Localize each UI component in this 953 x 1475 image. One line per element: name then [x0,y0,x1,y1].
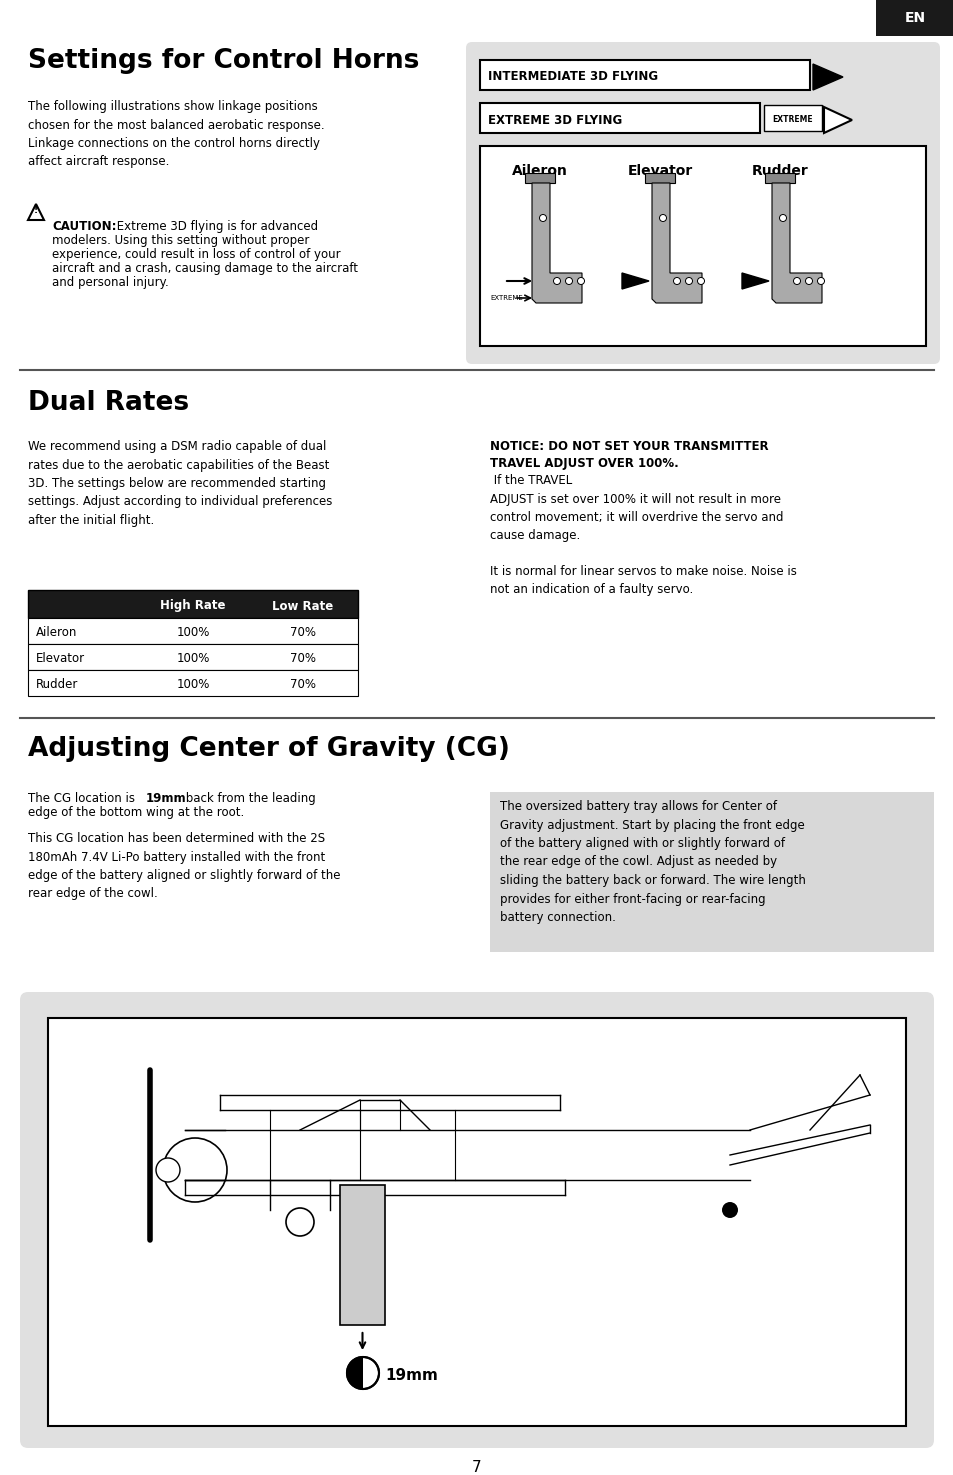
Text: Elevator: Elevator [36,652,85,665]
Text: and personal injury.: and personal injury. [52,276,169,289]
Text: 100%: 100% [176,652,210,665]
Bar [490,792,933,951]
Text: edge of the bottom wing at the root.: edge of the bottom wing at the root. [28,805,244,819]
Circle shape [697,277,703,285]
Polygon shape [771,183,821,302]
Polygon shape [741,273,768,289]
Circle shape [804,277,812,285]
Text: back from the leading: back from the leading [182,792,315,805]
Polygon shape [532,183,581,302]
Text: aircraft and a crash, causing damage to the aircraft: aircraft and a crash, causing damage to … [52,263,357,274]
Circle shape [685,277,692,285]
Text: Elevator: Elevator [627,164,692,178]
Text: INTERMEDIATE 3D FLYING: INTERMEDIATE 3D FLYING [488,71,658,84]
Text: EXTREME 3D FLYING: EXTREME 3D FLYING [488,114,621,127]
Text: This CG location has been determined with the 2S
180mAh 7.4V Li-Po battery insta: This CG location has been determined wit… [28,832,340,901]
FancyBboxPatch shape [20,993,933,1448]
Text: modelers. Using this setting without proper: modelers. Using this setting without pro… [52,235,309,246]
Circle shape [721,1202,738,1218]
Circle shape [577,277,584,285]
Text: EXTREME: EXTREME [490,295,522,301]
Text: 70%: 70% [290,625,315,639]
Text: 7: 7 [472,1460,481,1475]
Text: We recommend using a DSM radio capable of dual
rates due to the aerobatic capabi: We recommend using a DSM radio capable o… [28,440,332,527]
Circle shape [817,277,823,285]
Text: Rudder: Rudder [36,677,78,690]
Bar [524,173,555,183]
Bar [48,1018,905,1426]
Text: 70%: 70% [290,652,315,665]
Text: !: ! [34,207,38,215]
Circle shape [779,214,785,221]
Text: 100%: 100% [176,677,210,690]
Text: Dual Rates: Dual Rates [28,389,189,416]
Circle shape [673,277,679,285]
Circle shape [565,277,572,285]
Text: CAUTION:: CAUTION: [52,220,116,233]
Text: 70%: 70% [290,677,315,690]
Text: 19mm: 19mm [385,1367,437,1382]
Bar [339,1184,385,1325]
FancyBboxPatch shape [465,41,939,364]
Circle shape [347,1357,378,1389]
Bar [479,103,760,133]
Text: The CG location is: The CG location is [28,792,138,805]
Text: The following illustrations show linkage positions
chosen for the most balanced : The following illustrations show linkage… [28,100,324,168]
Text: The oversized battery tray allows for Center of
Gravity adjustment. Start by pla: The oversized battery tray allows for Ce… [499,799,805,923]
Bar [479,60,809,90]
Text: Adjusting Center of Gravity (CG): Adjusting Center of Gravity (CG) [28,736,509,763]
Circle shape [539,214,546,221]
Circle shape [659,214,666,221]
Bar [28,590,357,618]
Text: If the TRAVEL
ADJUST is set over 100% it will not result in more
control movemen: If the TRAVEL ADJUST is set over 100% it… [490,473,782,543]
Bar [763,105,821,131]
Bar [28,670,357,696]
Text: Low Rate: Low Rate [273,599,334,612]
Bar [764,173,794,183]
Text: It is normal for linear servos to make noise. Noise is
not an indication of a fa: It is normal for linear servos to make n… [490,565,796,596]
Polygon shape [651,183,701,302]
Bar [875,0,953,35]
Text: Aileron: Aileron [36,625,77,639]
Bar [479,146,925,347]
Text: EN: EN [903,10,924,25]
Wedge shape [347,1357,363,1389]
Text: NOTICE: DO NOT SET YOUR TRANSMITTER
TRAVEL ADJUST OVER 100%.: NOTICE: DO NOT SET YOUR TRANSMITTER TRAV… [490,440,768,471]
Text: Rudder: Rudder [751,164,807,178]
Text: 100%: 100% [176,625,210,639]
Text: Aileron: Aileron [512,164,567,178]
Text: Settings for Control Horns: Settings for Control Horns [28,49,419,74]
Polygon shape [823,108,851,133]
Circle shape [553,277,560,285]
Circle shape [156,1158,180,1181]
Bar [644,173,675,183]
Text: Extreme 3D flying is for advanced: Extreme 3D flying is for advanced [112,220,317,233]
Text: High Rate: High Rate [160,599,226,612]
Text: 19mm: 19mm [146,792,187,805]
Text: EXTREME: EXTREME [772,115,813,124]
Bar [28,618,357,645]
Bar [28,645,357,670]
Text: experience, could result in loss of control of your: experience, could result in loss of cont… [52,248,340,261]
Polygon shape [812,63,842,90]
Circle shape [793,277,800,285]
Polygon shape [621,273,648,289]
